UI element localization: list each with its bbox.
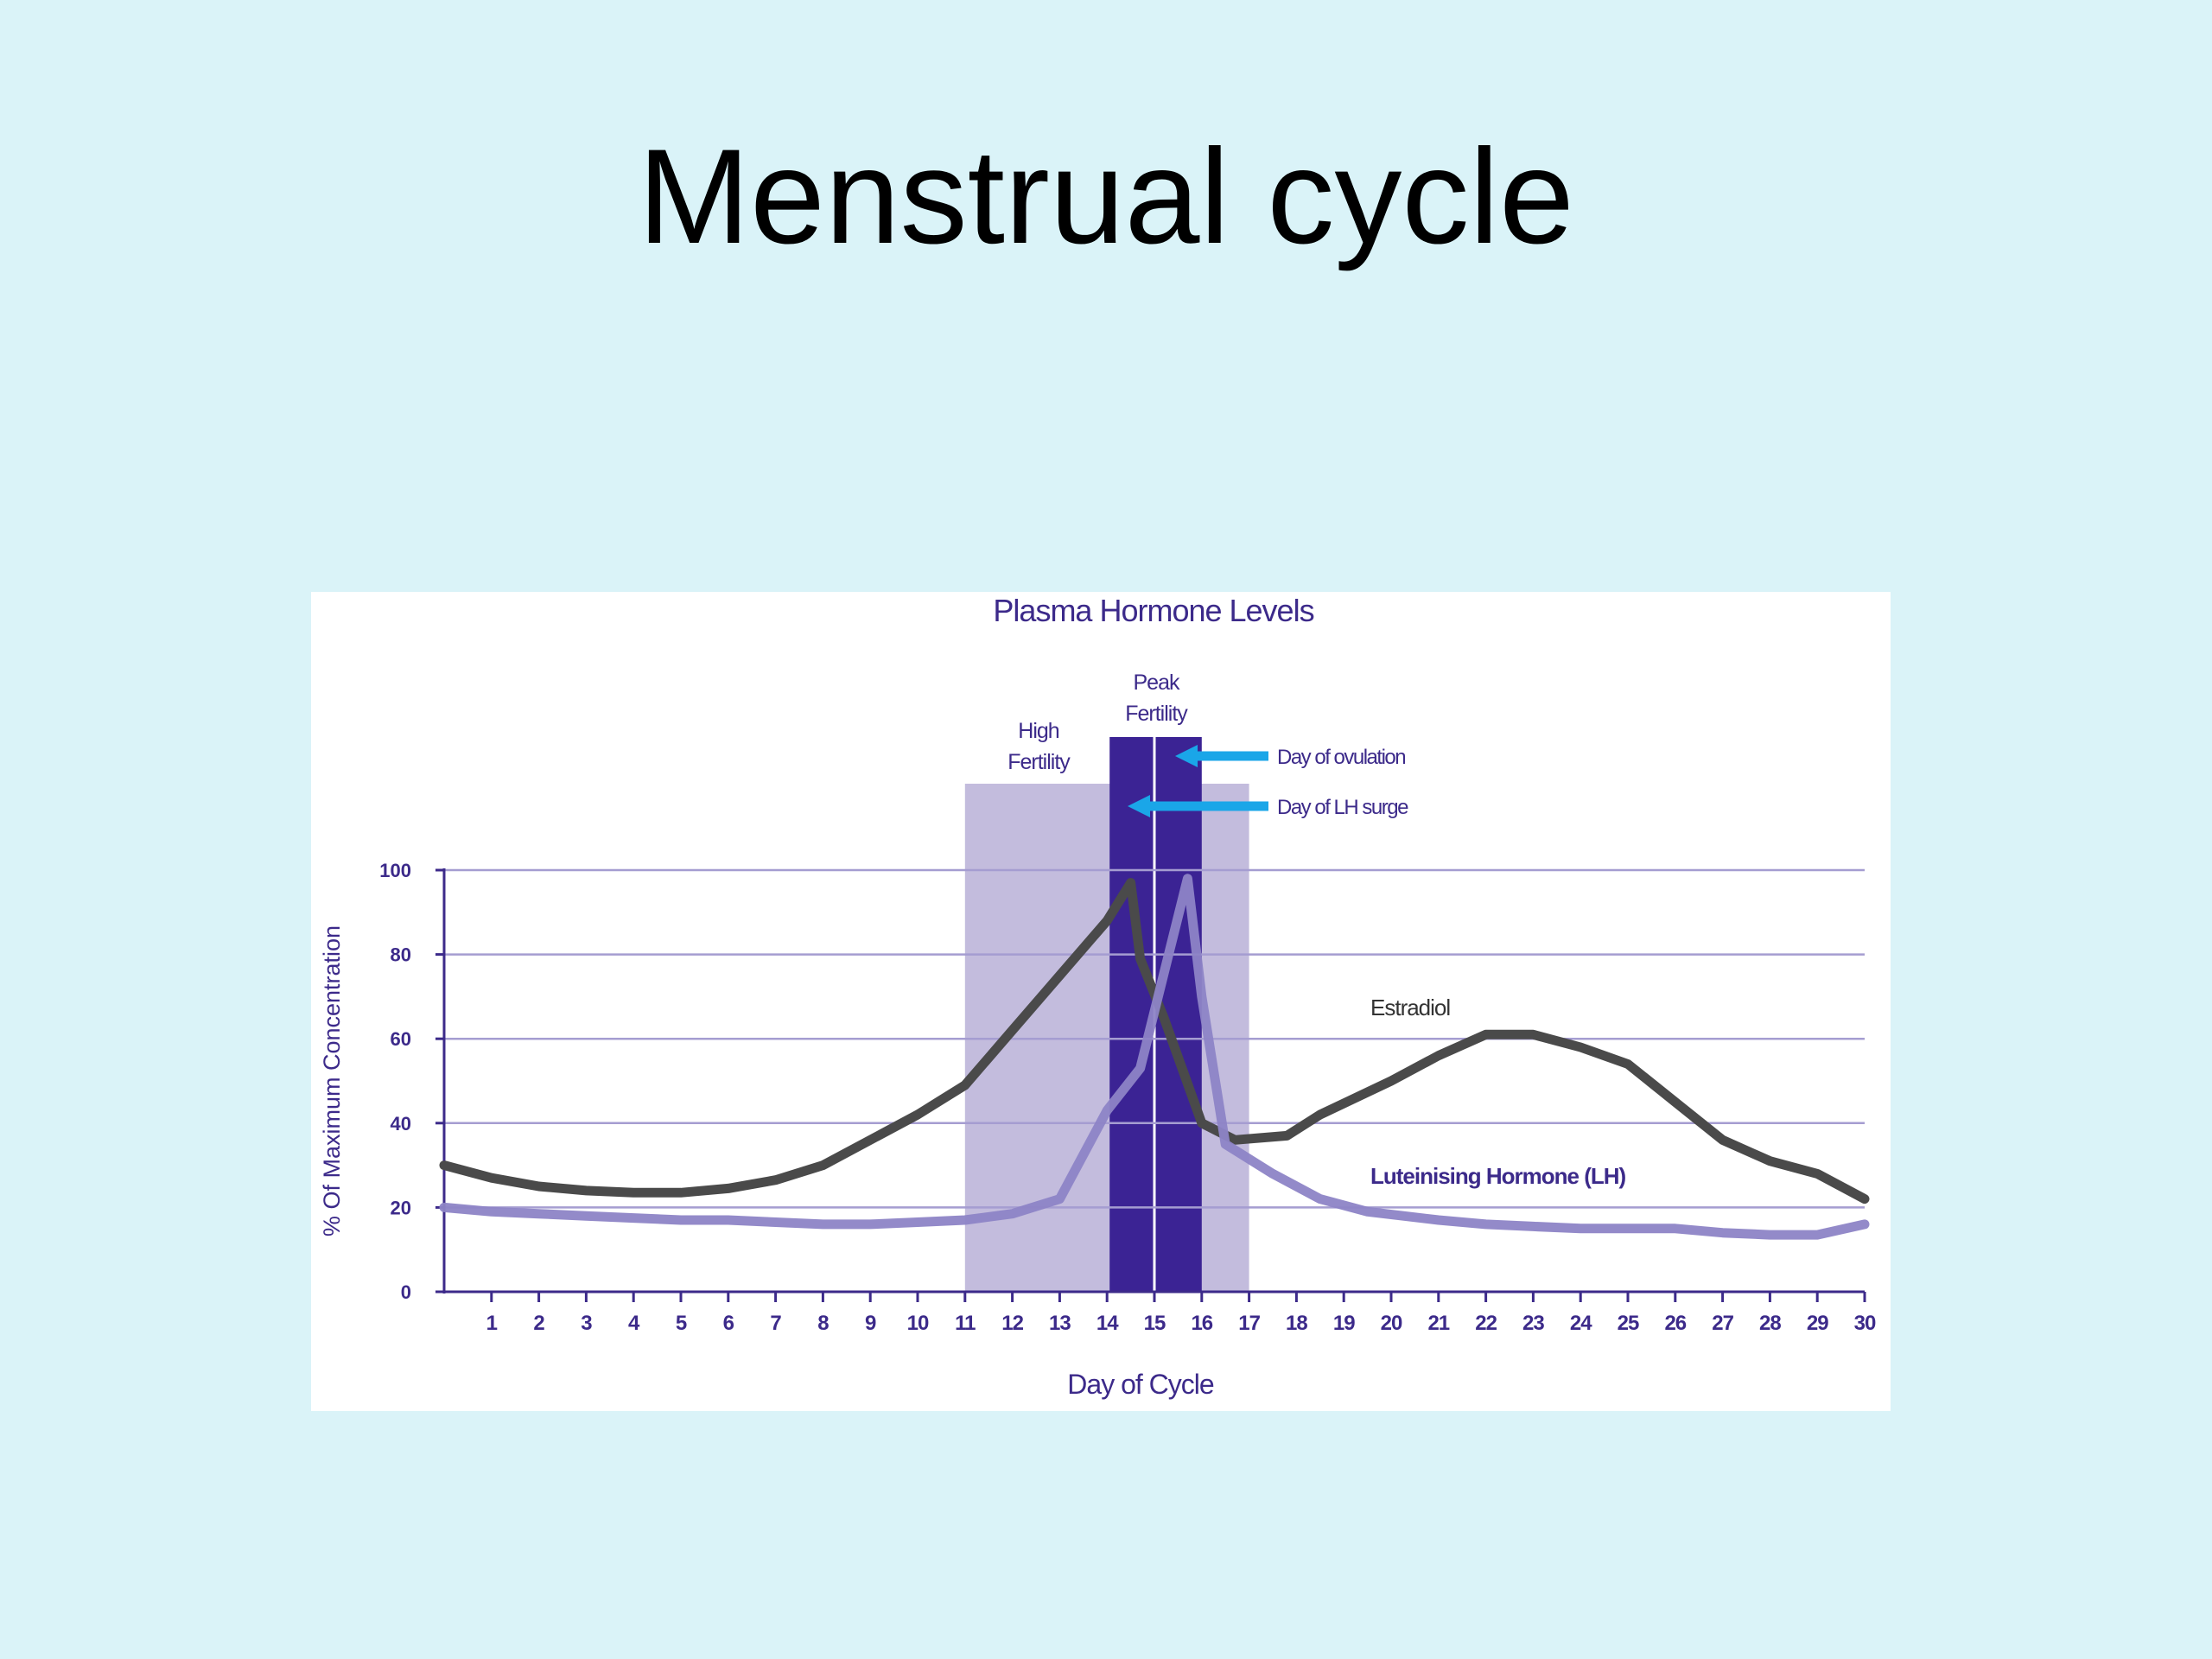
x-tick-label: 28 [1759,1312,1781,1335]
x-tick-label: 4 [628,1312,640,1335]
x-tick-label: 11 [955,1312,976,1335]
x-tick-label: 9 [865,1312,876,1335]
x-tick-label: 16 [1191,1312,1212,1335]
series-lines [439,874,1870,1240]
peak-fertility-label: Peak [1134,671,1180,695]
x-tick-label: 20 [1381,1312,1402,1335]
x-tick-label: 8 [817,1312,829,1335]
x-tick-label: 12 [1001,1312,1023,1335]
y-tick-label: 100 [379,860,411,881]
x-tick-label: 10 [907,1312,929,1335]
high-fertility-label: High [1018,719,1059,743]
x-tick-label: 1 [486,1312,498,1335]
x-tick-label: 27 [1712,1312,1733,1335]
x-tick-label: 2 [533,1312,544,1335]
x-tick-label: 26 [1664,1312,1686,1335]
lh-label: Luteinising Hormone (LH) [1370,1163,1626,1189]
chart-text: Plasma Hormone Levels High Fertility Peak Fe… [319,593,1877,1400]
y-tick-label: 40 [391,1113,411,1135]
peak-fertility-label: Fertility [1125,702,1188,726]
y-tick-label: 60 [391,1028,411,1050]
annotation-label: Day of ovulation [1277,746,1405,769]
x-axis-label: Day of Cycle [1067,1369,1214,1400]
y-tick-label: 20 [391,1197,411,1218]
x-tick-label: 13 [1049,1312,1071,1335]
estradiol-line [439,878,1870,1205]
high-fertility-label: Fertility [1007,750,1071,774]
x-tick-label: 14 [1096,1312,1119,1335]
annotation-label: Day of LH surge [1277,796,1408,819]
arrowhead-lh-surge [1128,795,1150,817]
lh-line [439,874,1870,1240]
x-tick-label: 7 [770,1312,781,1335]
x-tick-label: 29 [1807,1312,1828,1335]
chart-title: Plasma Hormone Levels [993,593,1313,628]
x-tick-label: 18 [1286,1312,1307,1335]
chart-panel: Plasma Hormone Levels High Fertility Peak Fe… [311,592,1891,1411]
x-tick-label: 21 [1427,1312,1449,1335]
x-tick-label: 25 [1618,1312,1639,1335]
slide-title: Menstrual cycle [638,122,1574,272]
x-tick-label: 19 [1333,1312,1355,1335]
x-tick-label: 30 [1854,1312,1876,1335]
x-tick-label: 23 [1522,1312,1544,1335]
x-tick-label: 24 [1570,1312,1592,1335]
axes [435,868,1866,1302]
gridlines [444,868,1865,1209]
x-tick-label: 15 [1144,1312,1166,1335]
y-tick-label: 0 [401,1281,411,1303]
y-axis-label: % Of Maximum Concentration [319,925,345,1236]
arrowhead-ovulation [1175,745,1198,767]
estradiol-label: Estradiol [1370,995,1450,1020]
x-tick-label: 5 [676,1312,687,1335]
x-tick-label: 17 [1238,1312,1260,1335]
hormone-chart: Plasma Hormone Levels High Fertility Peak Fe… [319,593,1877,1400]
y-tick-label: 80 [391,944,411,966]
x-tick-label: 3 [581,1312,592,1335]
x-tick-label: 22 [1475,1312,1497,1335]
x-tick-label: 6 [723,1312,734,1335]
